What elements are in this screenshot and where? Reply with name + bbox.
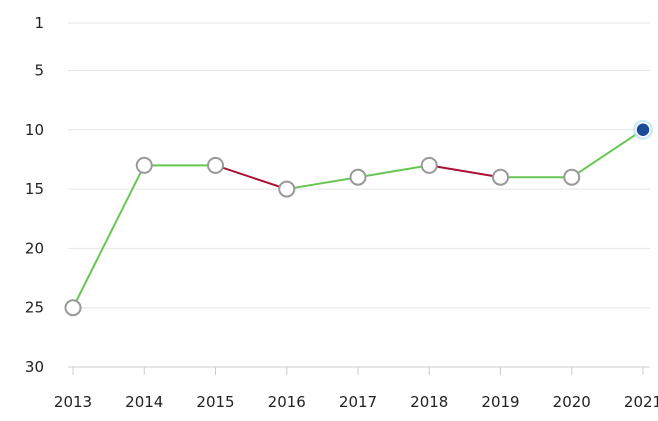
data-point-2018 (420, 156, 438, 174)
series-points (64, 119, 653, 317)
data-point-2016 (278, 180, 296, 198)
x-tick-label-2018: 2018 (410, 393, 448, 411)
y-tick-label-1: 1 (34, 14, 44, 32)
data-point-2020 (563, 168, 581, 186)
line-segment-2013-2014 (72, 164, 146, 309)
x-tick-label-2014: 2014 (125, 393, 163, 411)
data-point-2017 (349, 168, 367, 186)
x-tick-label-2016: 2016 (268, 393, 306, 411)
series-line (72, 128, 644, 309)
data-point-2014 (135, 156, 153, 174)
line-segment-2015-2016 (214, 164, 288, 191)
line-segment-2020-2021 (570, 128, 644, 179)
data-point-2013 (64, 299, 82, 317)
data-point-2019 (492, 168, 509, 186)
gridlines (68, 22, 650, 368)
x-axis: 2013 2014 2015 2016 2017 2018 2019 2020 2021 (54, 367, 658, 411)
y-tick-label-5: 5 (34, 61, 44, 79)
x-tick-label-2021: 2021 (624, 393, 658, 411)
x-tick-label-2020: 2020 (553, 393, 591, 411)
x-tick-label-2013: 2013 (54, 393, 92, 411)
x-tick-label-2019: 2019 (481, 393, 519, 411)
x-tick-label-2015: 2015 (196, 393, 234, 411)
line-segment-2017-2018 (357, 164, 431, 179)
line-segment-2018-2019 (428, 164, 502, 179)
data-point-2015 (207, 156, 224, 174)
y-tick-label-30: 30 (25, 358, 44, 376)
data-point-2021 (635, 122, 651, 138)
y-tick-label-15: 15 (25, 180, 44, 198)
x-tick-label-2017: 2017 (339, 393, 377, 411)
line-segment-2016-2017 (285, 176, 359, 191)
y-tick-label-10: 10 (25, 121, 44, 139)
y-tick-label-20: 20 (25, 239, 44, 257)
y-tick-label-25: 25 (25, 299, 44, 317)
